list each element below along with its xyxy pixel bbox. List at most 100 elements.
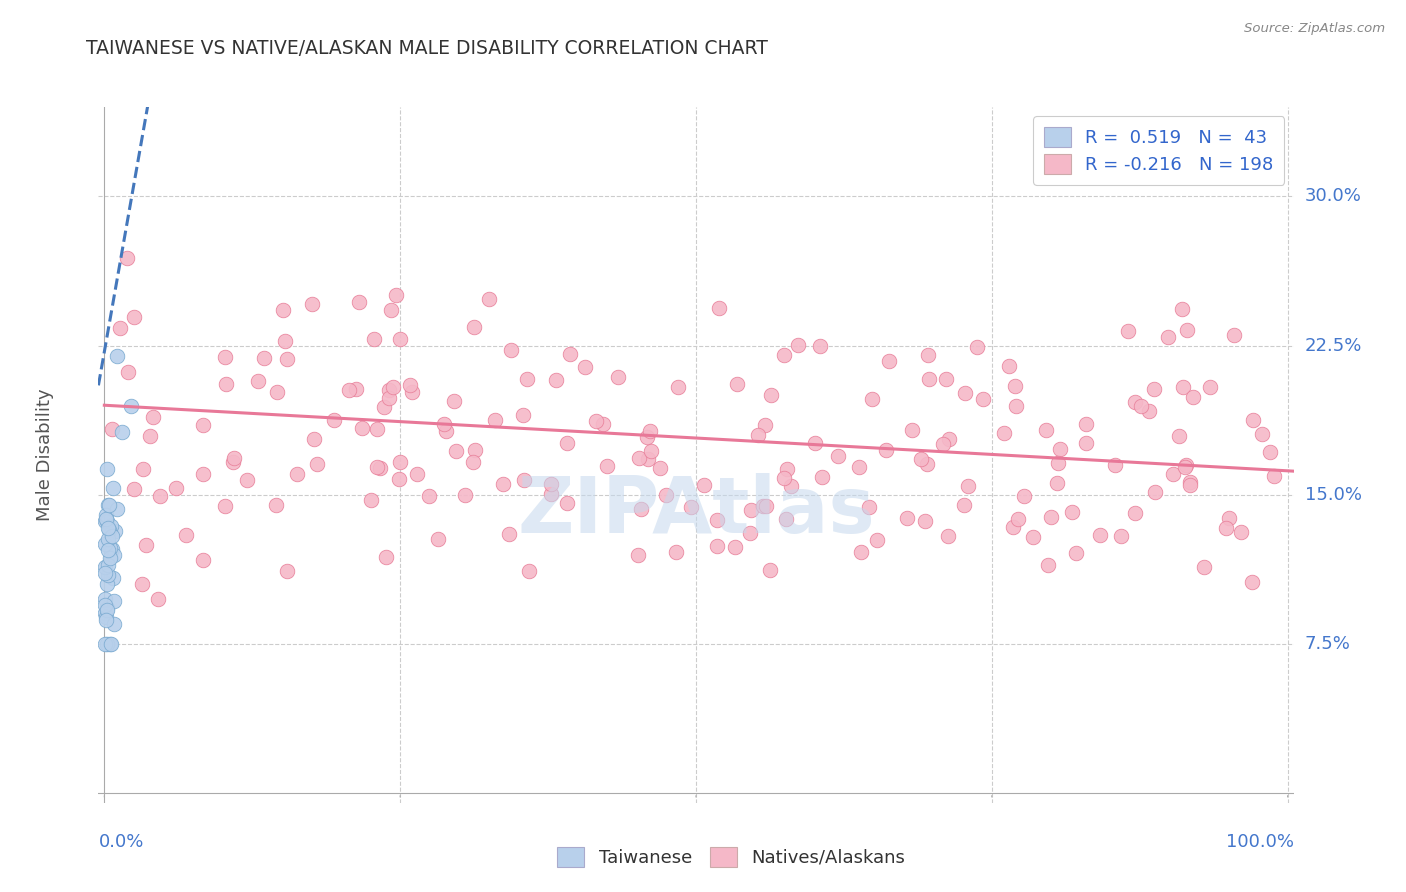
Point xyxy=(540,487,562,501)
Point xyxy=(101,422,124,436)
Point xyxy=(555,496,578,510)
Point xyxy=(94,606,117,620)
Point xyxy=(434,424,457,438)
Point xyxy=(97,498,120,512)
Point xyxy=(98,637,121,651)
Point xyxy=(142,410,165,425)
Point xyxy=(1174,460,1197,475)
Point xyxy=(1046,456,1069,470)
Point xyxy=(122,483,145,497)
Point xyxy=(592,417,614,431)
Point xyxy=(222,455,245,469)
Point xyxy=(773,348,796,362)
Point xyxy=(754,417,776,432)
Point xyxy=(1022,530,1045,544)
Point xyxy=(1039,510,1062,524)
Point xyxy=(1118,324,1140,338)
Point xyxy=(724,541,747,555)
Point xyxy=(638,424,661,438)
Point xyxy=(546,373,568,387)
Point xyxy=(378,391,401,405)
Point xyxy=(501,343,523,357)
Point xyxy=(707,301,730,316)
Point xyxy=(104,524,127,538)
Point xyxy=(191,417,214,432)
Point xyxy=(910,452,932,467)
Point xyxy=(444,444,467,458)
Point xyxy=(787,337,810,351)
Point xyxy=(374,550,396,565)
Point xyxy=(1181,390,1204,404)
Point xyxy=(96,603,118,617)
Point xyxy=(149,489,172,503)
Point xyxy=(1192,559,1215,574)
Point xyxy=(349,294,371,309)
Point xyxy=(1178,475,1201,489)
Point xyxy=(120,399,142,413)
Point xyxy=(1241,413,1264,427)
Point xyxy=(858,500,880,515)
Point xyxy=(443,394,465,409)
Point xyxy=(706,513,728,527)
Point xyxy=(1173,380,1195,394)
Point xyxy=(1109,528,1132,542)
Point xyxy=(1035,423,1057,437)
Point xyxy=(1004,399,1026,413)
Point xyxy=(418,489,440,503)
Point xyxy=(1137,404,1160,418)
Point xyxy=(285,467,308,481)
Point xyxy=(627,548,650,562)
Point xyxy=(875,443,897,458)
Text: 22.5%: 22.5% xyxy=(1305,336,1362,355)
Point xyxy=(100,529,122,543)
Point xyxy=(105,502,128,516)
Point xyxy=(540,477,562,491)
Text: Male Disability: Male Disability xyxy=(35,389,53,521)
Point xyxy=(193,467,215,481)
Point xyxy=(998,359,1021,373)
Point xyxy=(877,354,900,368)
Point xyxy=(96,461,118,475)
Point xyxy=(115,251,138,265)
Point xyxy=(305,458,328,472)
Point xyxy=(98,541,121,556)
Point xyxy=(454,488,477,502)
Point xyxy=(555,435,578,450)
Point xyxy=(747,428,769,442)
Point xyxy=(124,310,146,324)
Point xyxy=(953,386,976,401)
Point xyxy=(1175,323,1198,337)
Point xyxy=(380,303,402,318)
Point xyxy=(94,614,117,628)
Point xyxy=(1090,528,1112,542)
Point xyxy=(387,472,409,486)
Point xyxy=(808,339,831,353)
Point xyxy=(165,481,187,495)
Point xyxy=(94,592,117,607)
Point xyxy=(96,558,118,572)
Point xyxy=(98,551,121,566)
Point xyxy=(350,421,373,435)
Point xyxy=(96,577,118,591)
Point xyxy=(776,461,799,475)
Point xyxy=(804,435,827,450)
Point xyxy=(1170,301,1192,316)
Point xyxy=(401,385,423,400)
Point xyxy=(337,383,360,397)
Point xyxy=(108,321,131,335)
Point xyxy=(478,292,501,306)
Point xyxy=(105,349,128,363)
Point xyxy=(492,476,515,491)
Point xyxy=(1104,458,1126,473)
Point xyxy=(827,450,849,464)
Point xyxy=(100,637,122,651)
Point xyxy=(681,500,703,514)
Point xyxy=(131,462,153,476)
Point xyxy=(772,471,794,485)
Point xyxy=(214,499,236,513)
Point xyxy=(111,425,134,440)
Point xyxy=(1143,382,1166,396)
Point xyxy=(918,372,941,386)
Point xyxy=(236,474,259,488)
Point xyxy=(640,444,662,458)
